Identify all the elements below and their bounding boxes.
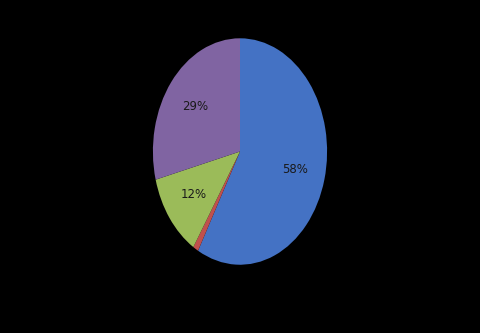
Text: 29%: 29%	[182, 100, 208, 113]
Text: 12%: 12%	[181, 188, 207, 201]
Wedge shape	[156, 152, 240, 247]
Wedge shape	[193, 152, 240, 251]
Wedge shape	[153, 38, 240, 180]
Wedge shape	[198, 38, 327, 265]
Text: 58%: 58%	[282, 163, 308, 176]
